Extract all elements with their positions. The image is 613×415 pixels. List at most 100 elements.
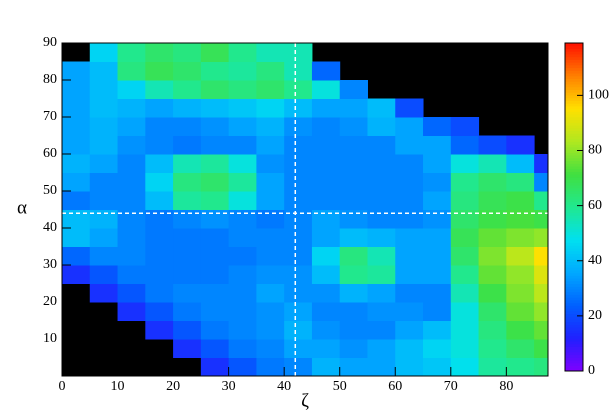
cell [506,154,535,173]
x-tick-label: 20 [166,379,180,394]
x-tick-label: 30 [222,379,236,394]
colorbar-step [565,258,583,263]
cell [478,228,507,247]
colorbar-step [565,340,583,345]
cell [256,339,285,358]
colorbar-step [565,330,583,334]
cell [534,357,548,376]
cell [89,80,119,99]
cell [145,320,174,340]
cell [200,339,230,358]
cell [506,339,535,358]
cell [311,209,341,229]
cell [367,228,396,247]
cell [534,265,548,284]
cell [395,265,424,284]
cell [228,98,257,118]
cell [423,339,452,358]
colorbar-step [565,105,583,110]
cell [117,43,146,62]
cell [367,191,396,210]
cell [173,209,202,229]
cell [284,339,313,358]
cell [228,228,257,247]
colorbar-step [565,248,583,252]
cell [395,172,424,192]
x-axis-title: ζ [301,390,309,411]
plot-frame [61,42,549,377]
cell [89,228,119,247]
cell [339,339,368,358]
cell [173,80,202,99]
cell [89,283,119,303]
colorbar-step [565,193,583,197]
cell [534,228,548,247]
cell [89,246,119,266]
colorbar-step [565,294,583,298]
cell [284,357,313,376]
cell [450,117,480,136]
colorbar-step [565,261,583,265]
cell [89,191,119,210]
colorbar-step [565,365,583,369]
cell [311,357,341,376]
cell [145,228,174,247]
cell [450,283,480,303]
cell [311,302,341,321]
colorbar-step [565,116,583,121]
colorbar-step [565,226,583,230]
colorbar-step [565,78,583,82]
cell [200,172,230,192]
cell [534,283,548,303]
cell [200,98,230,118]
colorbar-step [565,237,583,241]
colorbar-step [565,196,583,200]
colorbar-step [565,283,583,287]
colorbar-step [565,250,583,254]
colorbar-step [565,179,583,183]
cell [117,135,146,155]
colorbar-step [565,73,583,77]
cell [534,191,548,210]
cell [423,357,452,376]
colorbar-step [565,319,583,323]
x-tick-label: 60 [388,379,402,394]
colorbar-tick-label: 40 [588,253,602,268]
cell [450,265,480,284]
cell [506,246,535,266]
y-axis-title: α [17,197,27,218]
colorbar-step [565,286,583,290]
x-tick-label: 0 [59,379,66,394]
cell [311,154,341,173]
cell [200,117,230,136]
colorbar-step [565,149,583,153]
cell [506,302,535,321]
cell [256,302,285,321]
colorbar-step [565,48,583,52]
colorbar-step [565,316,583,320]
cell [450,172,480,192]
cell [395,209,424,229]
cell [89,61,119,81]
cell [117,98,146,118]
cell [450,320,480,340]
colorbar-step [565,272,583,276]
colorbar-step [565,264,583,268]
cell [506,228,535,247]
cell [395,339,424,358]
cell [228,357,257,376]
cell [145,135,174,155]
cell [534,339,548,358]
cell [284,98,313,118]
cell [339,357,368,376]
cell [395,98,424,118]
cell [395,135,424,155]
cell [200,80,230,99]
colorbar-step [565,187,583,192]
cell [228,154,257,173]
cell [173,154,202,173]
y-tick-label: 60 [43,146,57,161]
cell [228,283,257,303]
colorbar-step [565,51,583,55]
colorbar-step [565,160,583,164]
